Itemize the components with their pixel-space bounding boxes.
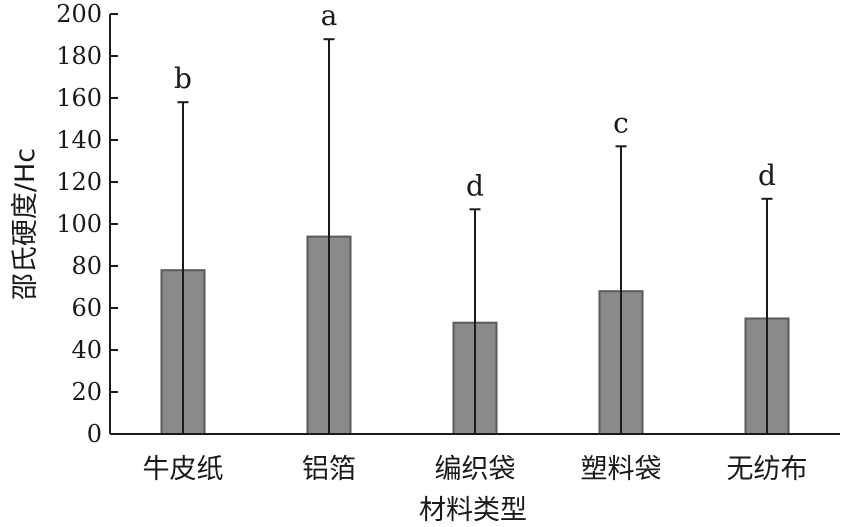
y-tick-label: 140	[56, 126, 102, 154]
y-tick-label: 0	[87, 420, 102, 448]
y-tick-label: 40	[71, 336, 102, 364]
significance-label: b	[174, 62, 192, 95]
y-tick-label: 20	[71, 378, 102, 406]
x-category-label: 编织袋	[435, 454, 516, 485]
y-tick-label: 60	[71, 294, 102, 322]
y-tick-label: 80	[71, 252, 102, 280]
y-ticks-layer: 0 20 40 60 80 100 120 140 160 180 200	[56, 0, 118, 448]
significance-label: d	[758, 159, 776, 192]
x-category-label: 塑料袋	[581, 454, 662, 485]
x-axis-title: 材料类型	[419, 495, 527, 526]
y-tick-label: 200	[56, 0, 102, 28]
x-category-label: 牛皮纸	[143, 454, 224, 485]
significance-label: d	[466, 169, 484, 202]
y-tick-label: 120	[56, 168, 102, 196]
x-category-label: 铝箔	[302, 454, 356, 485]
y-tick-label: 180	[56, 42, 102, 70]
significance-label: c	[613, 106, 629, 139]
significance-labels-layer: b a d c d	[174, 0, 776, 202]
error-bars-layer	[177, 38, 773, 434]
x-category-label: 无纺布	[727, 454, 808, 485]
y-axis-title: 邵氏硬度/Hc	[10, 148, 41, 300]
significance-label: a	[321, 0, 338, 32]
y-tick-label: 100	[56, 210, 102, 238]
x-category-labels-layer: 牛皮纸 铝箔 编织袋 塑料袋 无纺布	[143, 454, 808, 485]
y-tick-label: 160	[56, 84, 102, 112]
